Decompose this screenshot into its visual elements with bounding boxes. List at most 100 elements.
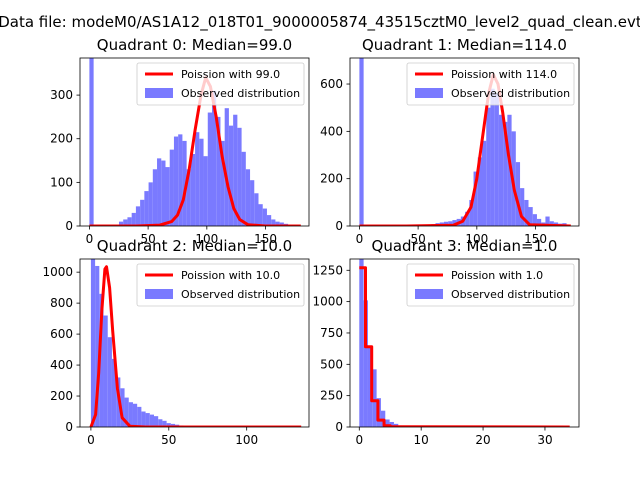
histogram-bar <box>237 127 242 226</box>
histogram-bar <box>520 188 525 226</box>
figure-suptitle: Data file: modeM0/AS1A12_018T01_90000058… <box>0 13 640 32</box>
histogram-bar <box>152 169 158 226</box>
histogram-bar <box>473 171 478 226</box>
legend-line-label: Poission with 10.0 <box>181 269 280 282</box>
histogram-bar <box>127 217 132 226</box>
panel-title: Quadrant 3: Median=1.0 <box>372 237 558 255</box>
panel-quadrant-2: Quadrant 2: Median=10.0 0 50 1000200400600… <box>42 237 310 447</box>
legend: Poission with 10.0 Observed distribution <box>136 263 305 307</box>
histogram-bar <box>182 140 187 226</box>
legend-hist-swatch <box>145 289 173 299</box>
histogram-bar <box>481 140 487 226</box>
histogram-bar <box>149 414 154 427</box>
histogram-bar <box>477 157 482 226</box>
legend-line-label: Poission with 114.0 <box>451 68 557 81</box>
histogram-bar <box>195 132 200 226</box>
histogram-bar <box>145 413 150 427</box>
y-tick-label: 800 <box>50 296 73 310</box>
legend-line-label: Poission with 1.0 <box>451 269 543 282</box>
histogram-bar <box>469 199 474 226</box>
y-tick-label: 1000 <box>312 295 343 309</box>
histogram-bar <box>118 221 124 226</box>
histogram-bar <box>153 416 159 427</box>
histogram-bar <box>494 93 499 226</box>
histogram-bar <box>103 315 108 427</box>
histogram-bar <box>124 397 129 427</box>
histogram-bar <box>507 114 512 226</box>
y-tick-label: 300 <box>50 88 73 102</box>
x-tick-label: 20 <box>475 433 490 447</box>
histogram-bar <box>157 158 162 226</box>
histogram-bar <box>178 134 183 226</box>
legend-box <box>136 263 305 307</box>
histogram-bar <box>190 154 196 226</box>
x-tick-label: 100 <box>465 232 488 246</box>
x-tick-label: 0 <box>355 433 363 447</box>
y-tick-label: 400 <box>320 124 343 138</box>
panel-quadrant-3: Quadrant 3: Median=1.0 0 10 20 30 0 250 500 750… <box>312 237 580 447</box>
plot-area <box>89 259 302 427</box>
histogram-bar <box>107 337 112 427</box>
x-tick-label: 0 <box>87 433 95 447</box>
histogram-bar <box>211 90 217 226</box>
histogram-bar <box>131 212 136 226</box>
histogram-bar <box>111 358 117 427</box>
x-tick-label: 50 <box>410 232 425 246</box>
histogram-bar <box>254 193 259 226</box>
histogram-bar <box>203 156 208 226</box>
y-tick-label: 0 <box>335 420 343 434</box>
histogram-bar <box>170 423 176 427</box>
legend-hist-label: Observed distribution <box>451 87 570 100</box>
legend-box <box>406 263 575 307</box>
histogram-bar <box>90 259 96 427</box>
axes-frame <box>79 57 310 227</box>
histogram-bar <box>166 423 171 427</box>
legend-box <box>136 62 305 106</box>
histogram-bar <box>532 214 537 226</box>
y-tick-label: 1250 <box>312 263 343 277</box>
x-tick-label: 0 <box>86 232 94 246</box>
histogram-bar <box>279 222 284 226</box>
histogram-bar <box>132 403 138 427</box>
histogram-bar <box>123 219 128 226</box>
histogram-bar <box>385 419 390 427</box>
legend-hist-label: Observed distribution <box>181 87 300 100</box>
histogram-bar <box>359 58 364 226</box>
legend-hist-swatch <box>415 88 443 98</box>
x-tick-label: 100 <box>195 232 218 246</box>
histogram-bar <box>250 180 255 226</box>
histogram-bar <box>372 369 377 427</box>
histogram-bar <box>367 345 373 427</box>
y-tick-label: 750 <box>320 326 343 340</box>
histogram-bar <box>216 116 221 226</box>
histogram-bar <box>140 199 145 226</box>
panel-quadrant-0: Quadrant 0: Median=99.0 0 50 100 150 0 100 200… <box>50 36 310 246</box>
x-tick-label: 10 <box>414 433 429 447</box>
poisson-line <box>89 265 302 427</box>
legend-hist-swatch <box>415 289 443 299</box>
x-tick-label: 30 <box>537 433 552 447</box>
histogram-bar <box>275 221 280 226</box>
histogram-bar <box>148 182 153 226</box>
y-tick-label: 400 <box>50 358 73 372</box>
histogram-bar <box>528 207 533 226</box>
y-tick-label: 600 <box>320 77 343 91</box>
histogram-bar <box>169 149 174 226</box>
axes-frame <box>79 258 310 428</box>
histogram-bar <box>271 219 276 226</box>
histogram-bar <box>162 420 167 427</box>
legend: Poission with 114.0 Observed distribution <box>406 62 575 106</box>
panel-title: Quadrant 2: Median=10.0 <box>97 237 292 255</box>
histogram-bar <box>258 204 263 226</box>
histogram-bar <box>120 388 125 427</box>
histogram-bar <box>448 221 453 226</box>
plot-area <box>359 58 571 226</box>
x-tick-label: 50 <box>140 232 155 246</box>
histogram-bar <box>389 421 394 427</box>
histogram-bar <box>359 259 364 427</box>
legend: Poission with 1.0 Observed distribution <box>406 263 575 307</box>
legend-hist-label: Observed distribution <box>451 288 570 301</box>
histogram-bar <box>224 108 229 226</box>
y-tick-label: 250 <box>320 389 343 403</box>
